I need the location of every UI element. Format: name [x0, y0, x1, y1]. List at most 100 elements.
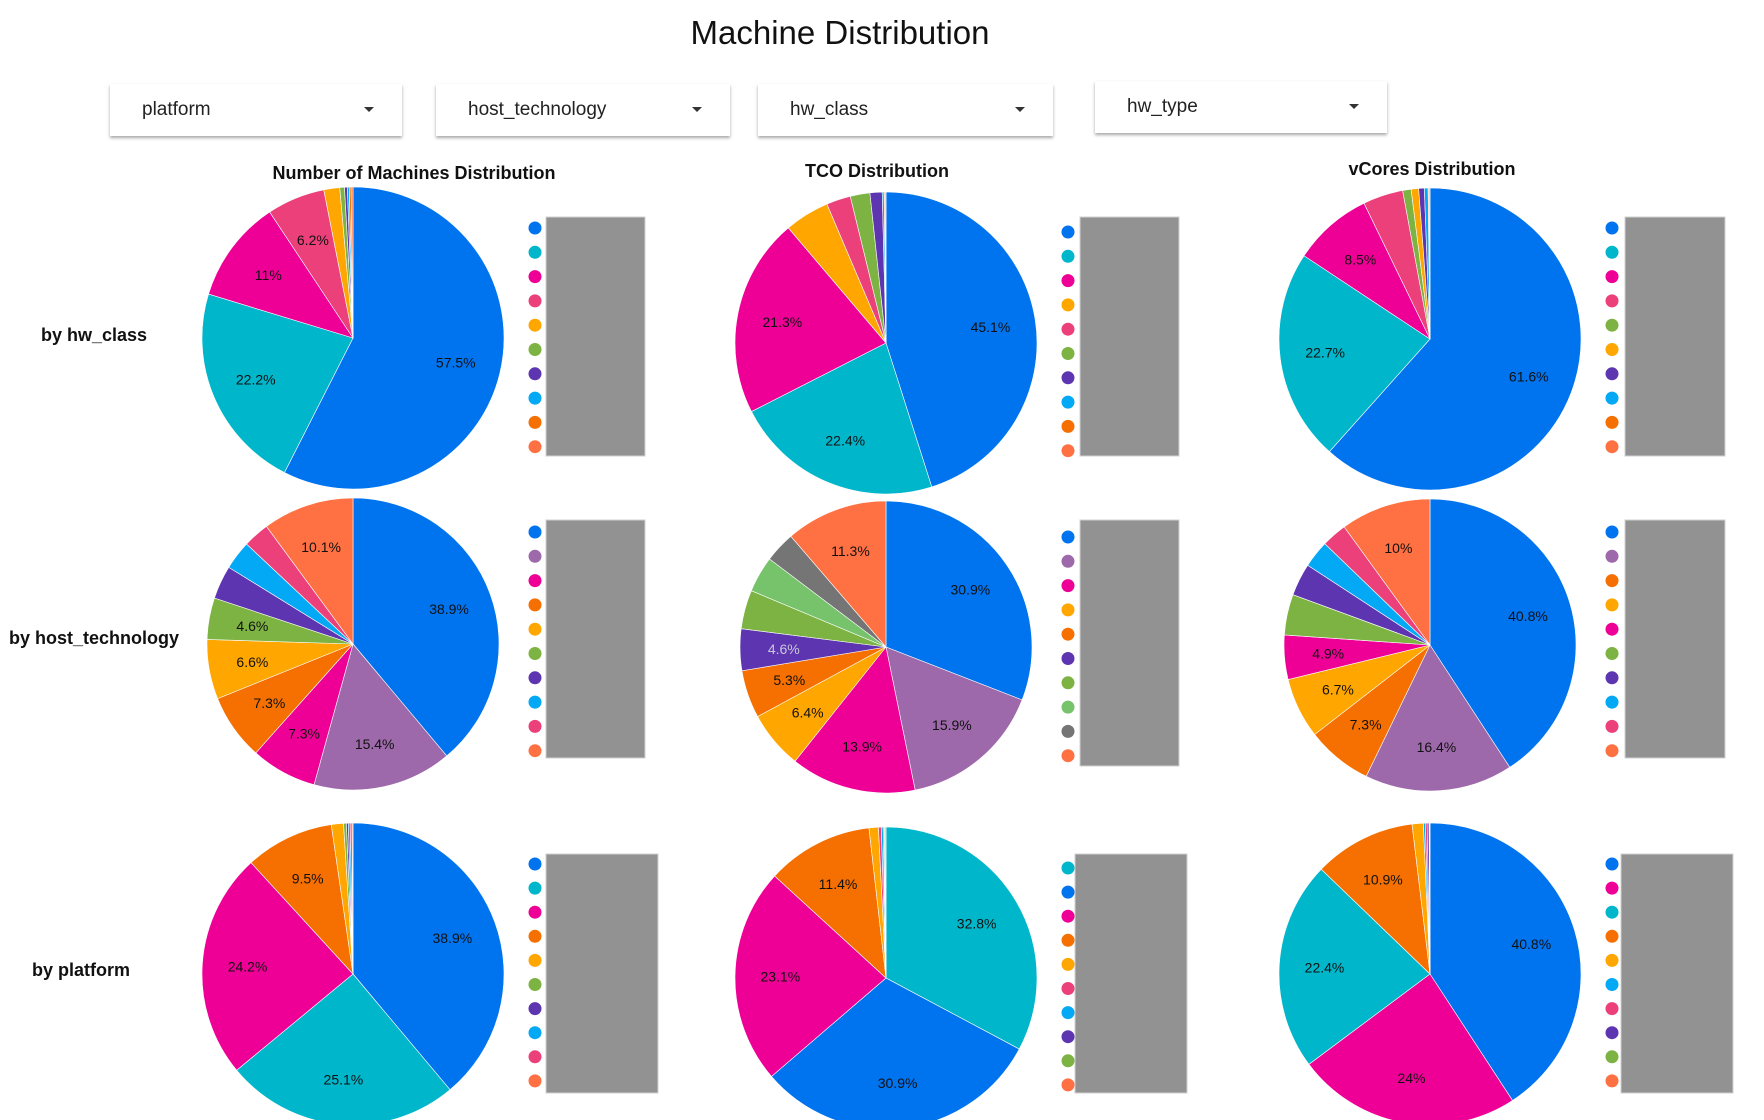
legend-dot [1605, 1026, 1619, 1040]
legend-dot [528, 549, 542, 563]
slice-label: 24% [1397, 1070, 1425, 1086]
legend-dot [528, 881, 542, 895]
pie-slice[interactable] [1278, 868, 1431, 1065]
legend-dot [1605, 744, 1619, 758]
pie-slice[interactable] [885, 646, 1023, 791]
legend-dot [1605, 270, 1619, 284]
pie-slice[interactable] [1428, 187, 1431, 340]
pie-slice[interactable] [1329, 187, 1582, 491]
legend-redaction-box [545, 519, 646, 759]
legend-dot [1605, 695, 1619, 709]
pie-slice[interactable] [885, 191, 1038, 488]
legend-dot [528, 294, 542, 308]
slice-label: 8.5% [1344, 251, 1376, 267]
pie-slice[interactable] [794, 646, 916, 794]
legend-dot [1605, 318, 1619, 332]
pie-chart[interactable]: 45.1% 22.4% 21.3% [734, 191, 1180, 495]
legend-dot [528, 857, 542, 871]
legend-dot [1605, 647, 1619, 660]
slice-label: 30.9% [878, 1075, 918, 1091]
slice-label: 21.3% [763, 314, 803, 330]
pie-chart[interactable]: 38.9% 25.1% 24.2% 9.5% [201, 822, 659, 1120]
legend-dot [528, 245, 542, 259]
slice-label: 11.4% [819, 876, 858, 892]
legend-dot [528, 574, 542, 588]
pie-slice[interactable] [1320, 823, 1431, 975]
pie-slice[interactable] [790, 500, 887, 648]
legend-dot [1061, 395, 1075, 409]
pie-chart[interactable]: 40.8% 16.4% 7.3% 6.7% 4.9% 10% [1283, 498, 1726, 792]
pie-chart[interactable]: 40.8% 24% 22.4% 10.9% [1278, 822, 1734, 1120]
pie-slice[interactable] [1365, 644, 1511, 792]
legend-dot [1061, 1078, 1075, 1092]
legend-dot [1605, 671, 1619, 685]
legend-dot [528, 598, 542, 612]
slice-label: 11.3% [831, 543, 870, 559]
pie-slice[interactable] [201, 862, 354, 1071]
pie-slice[interactable] [351, 822, 354, 975]
pie-slice[interactable] [1429, 822, 1582, 1101]
legend-dot [1061, 676, 1075, 690]
pie-slice[interactable] [313, 643, 448, 791]
host-technology-dropdown[interactable]: host_technology [436, 84, 730, 136]
pie-slice[interactable] [1343, 498, 1431, 646]
slice-label: 6.7% [1322, 681, 1354, 697]
pie-slice[interactable] [266, 497, 354, 645]
pie-slice[interactable] [751, 342, 933, 495]
hw-class-dropdown[interactable]: hw_class [758, 84, 1053, 136]
legend-dot [528, 719, 542, 733]
pie-chart[interactable]: 61.6% 22.7% 8.5% [1278, 187, 1726, 491]
pie-slice[interactable] [350, 186, 354, 339]
platform-dropdown[interactable]: platform [110, 84, 402, 136]
legend-dot [528, 905, 542, 919]
pie-slice[interactable] [1429, 498, 1577, 768]
legend-dot [1061, 298, 1075, 312]
pie-slice[interactable] [352, 822, 505, 1091]
pie-chart[interactable]: 57.5% 22.2% 11% 6.2% [201, 186, 646, 490]
pie-chart[interactable]: 38.9% 15.4% 7.3%7.3% 6.6% 4.6% 10.1% [206, 497, 646, 791]
slice-label: 6.4% [792, 705, 824, 721]
pie-slice[interactable] [352, 497, 500, 757]
legend-dot [1605, 881, 1619, 895]
caret-down-icon [1349, 104, 1359, 109]
legend-dot [1061, 749, 1075, 763]
pie-slice[interactable] [250, 824, 354, 975]
legend-redaction-box [1079, 519, 1180, 767]
pie-chart[interactable]: 32.8% 30.9% 23.1% 11.4% [734, 826, 1188, 1120]
pie-slice[interactable] [774, 827, 887, 979]
pie-slice[interactable] [884, 191, 887, 344]
pie-slice[interactable] [201, 293, 354, 473]
legend-dot [1605, 929, 1619, 943]
slice-label: 10.9% [1363, 871, 1403, 887]
pie-slice[interactable] [884, 826, 887, 979]
pie-chart[interactable]: 30.9% 15.9% 13.9% 6.4% 5.3% 4.6% 11.3% [739, 500, 1180, 794]
hw-type-dropdown[interactable]: hw_type [1095, 81, 1387, 133]
pie-slice[interactable] [885, 500, 1033, 701]
pie-slice[interactable] [885, 826, 1038, 1050]
pie-slice[interactable] [1278, 255, 1431, 453]
slice-label: 4.9% [1312, 646, 1344, 662]
legend-dot [1061, 554, 1075, 568]
legend-dot [1605, 978, 1619, 991]
pie-slice[interactable] [1308, 973, 1513, 1120]
legend-dot [1605, 415, 1619, 429]
legend-dot [1605, 245, 1619, 259]
legend-dot [528, 221, 542, 235]
legend-dot [528, 270, 542, 284]
pie-slice[interactable] [734, 875, 887, 1077]
slice-label: 40.8% [1511, 936, 1551, 952]
legend-dot [1061, 933, 1075, 947]
slice-label: 7.3% [1350, 716, 1382, 732]
legend-dot [1605, 622, 1619, 636]
pie-slice[interactable] [208, 211, 354, 339]
legend-dot [528, 671, 542, 685]
legend-redaction-box [1624, 216, 1726, 457]
pie-slice[interactable] [734, 227, 887, 412]
slice-label: 38.9% [432, 930, 472, 946]
pie-slice[interactable] [284, 186, 505, 490]
legend-dot [528, 695, 542, 709]
pie-slice[interactable] [771, 977, 1020, 1120]
pie-slice[interactable] [236, 973, 451, 1120]
slice-label: 38.9% [429, 601, 469, 617]
legend-dot [1061, 885, 1075, 899]
